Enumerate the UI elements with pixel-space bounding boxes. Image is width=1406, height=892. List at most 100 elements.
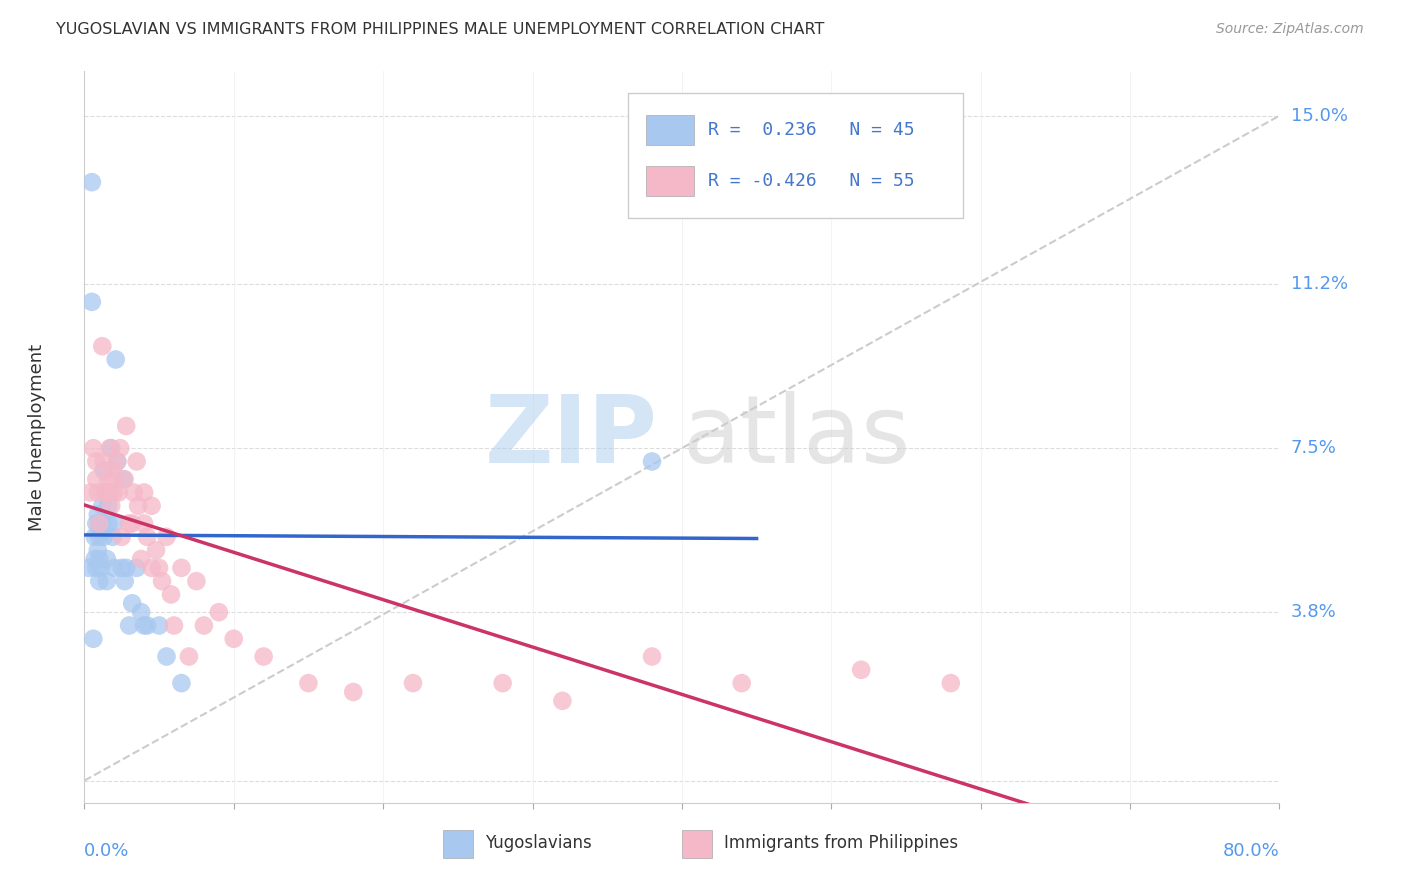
Point [104,352,127,367]
Point [208,605,231,619]
Point [103,485,125,500]
Point [342,685,364,699]
Point [98,441,121,455]
Point [96,552,118,566]
Point [129,552,152,566]
Point [97,499,120,513]
Point [96,574,118,589]
Point [89,516,111,531]
Point [89,552,111,566]
Point [93,454,115,468]
Point [83,530,105,544]
Point [141,499,163,513]
Text: 80.0%: 80.0% [1223,842,1279,860]
Point [148,618,170,632]
Point [101,530,124,544]
Point [121,516,143,531]
Point [103,472,125,486]
FancyBboxPatch shape [628,94,963,218]
Point [136,618,159,632]
Point [150,574,173,589]
Point [132,485,156,500]
Point [132,618,156,632]
Point [170,561,193,575]
Point [186,574,208,589]
Text: R =  0.236   N = 45: R = 0.236 N = 45 [709,121,915,139]
Point [86,561,108,575]
Point [89,574,111,589]
Text: Immigrants from Philippines: Immigrants from Philippines [724,834,957,852]
Point [122,485,145,500]
Point [105,454,128,468]
Point [98,485,121,500]
FancyBboxPatch shape [443,830,472,858]
Text: R = -0.426   N = 55: R = -0.426 N = 55 [709,172,915,190]
Point [551,694,574,708]
FancyBboxPatch shape [647,167,695,195]
Point [222,632,245,646]
Point [114,472,136,486]
Point [145,543,167,558]
Point [731,676,754,690]
Point [80,294,103,309]
Point [193,618,215,632]
Point [91,516,114,531]
Text: ZIP: ZIP [485,391,658,483]
Point [118,618,141,632]
Point [89,530,111,544]
Point [100,499,122,513]
Point [125,561,148,575]
Point [82,632,104,646]
Point [402,676,425,690]
Point [148,561,170,575]
Point [641,649,664,664]
Point [127,499,149,513]
Point [136,530,159,544]
Point [101,463,124,477]
Text: Male Unemployment: Male Unemployment [28,343,45,531]
Point [91,339,114,353]
Point [155,530,177,544]
Point [86,454,108,468]
Text: YUGOSLAVIAN VS IMMIGRANTS FROM PHILIPPINES MALE UNEMPLOYMENT CORRELATION CHART: YUGOSLAVIAN VS IMMIGRANTS FROM PHILIPPIN… [56,22,824,37]
Point [125,454,148,468]
Text: 15.0%: 15.0% [1291,107,1347,125]
Text: atlas: atlas [682,391,910,483]
Point [129,605,152,619]
Point [87,485,110,500]
Text: 3.8%: 3.8% [1291,603,1336,621]
Point [141,561,163,575]
Point [107,485,129,500]
Text: Yugoslavians: Yugoslavians [485,834,592,852]
Point [105,454,128,468]
Point [160,587,183,601]
FancyBboxPatch shape [682,830,711,858]
Point [163,618,186,632]
Point [93,463,115,477]
Point [132,516,156,531]
Point [115,561,138,575]
Point [93,530,115,544]
Point [100,441,122,455]
Point [111,530,134,544]
Point [82,441,104,455]
Point [155,649,177,664]
Point [94,485,117,500]
Text: 0.0%: 0.0% [84,842,129,860]
Point [641,454,664,468]
Point [177,649,200,664]
Point [79,485,101,500]
Point [297,676,319,690]
Point [87,543,110,558]
Point [103,516,125,531]
Text: Source: ZipAtlas.com: Source: ZipAtlas.com [1216,22,1364,37]
Text: 7.5%: 7.5% [1291,439,1337,458]
Point [91,499,114,513]
Point [80,175,103,189]
Text: 11.2%: 11.2% [1291,275,1348,293]
FancyBboxPatch shape [647,115,695,145]
Point [103,561,125,575]
Point [97,472,120,486]
Point [253,649,276,664]
Point [89,516,111,531]
